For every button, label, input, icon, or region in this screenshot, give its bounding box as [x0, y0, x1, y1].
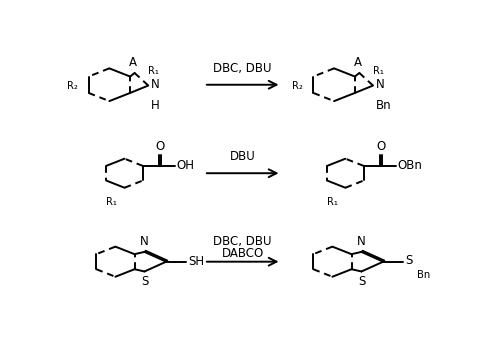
Text: R₂: R₂ [67, 81, 78, 91]
Text: N: N [357, 235, 366, 248]
Text: N: N [151, 78, 160, 91]
Text: R₁: R₁ [372, 66, 384, 76]
Text: DBU: DBU [230, 150, 256, 163]
Text: N: N [140, 235, 149, 248]
Text: R₁: R₁ [327, 197, 338, 207]
Text: R₁: R₁ [106, 197, 117, 207]
Text: SH: SH [188, 255, 204, 268]
Text: S: S [358, 275, 365, 288]
Text: R₁: R₁ [148, 66, 158, 76]
Text: O: O [156, 140, 164, 153]
Text: Bn: Bn [376, 99, 392, 113]
Text: S: S [141, 275, 148, 288]
Text: DBC, DBU: DBC, DBU [214, 236, 272, 248]
Text: O: O [376, 140, 386, 153]
Text: R₂: R₂ [292, 81, 302, 91]
Text: OH: OH [176, 159, 194, 173]
Text: A: A [130, 56, 138, 69]
Text: S: S [405, 254, 412, 267]
Text: A: A [354, 56, 362, 69]
Text: DABCO: DABCO [222, 247, 264, 260]
Text: Bn: Bn [417, 270, 430, 280]
Text: OBn: OBn [398, 159, 422, 173]
Text: DBC, DBU: DBC, DBU [214, 62, 272, 75]
Text: N: N [376, 78, 384, 91]
Text: H: H [151, 99, 160, 113]
